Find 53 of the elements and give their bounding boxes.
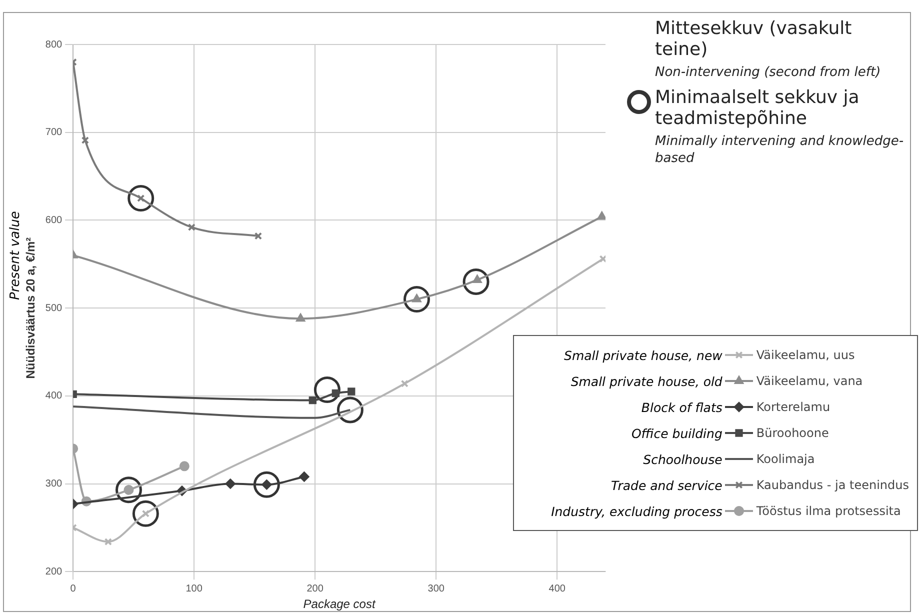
x-tick-label: 400 [548, 583, 566, 594]
y-axis-title: Nüüdisväärtus 20 a, €/m² [24, 237, 38, 379]
text: Trade and service [611, 478, 722, 492]
point [179, 461, 190, 472]
y-tick-label: 700 [45, 127, 63, 138]
text: Schoolhouse [643, 452, 722, 466]
y-tick-label: 800 [45, 39, 63, 50]
y-tick-label: 600 [45, 214, 63, 226]
annotation: Small private house, new [563, 348, 722, 362]
point [104, 538, 112, 546]
legend-label: Koolimaja [756, 452, 815, 466]
point [128, 184, 154, 212]
legend-label: Korterelamu [756, 400, 830, 414]
point [296, 314, 306, 322]
point [132, 500, 159, 527]
point [403, 286, 430, 313]
text: Non-intervening (second from left) [655, 64, 882, 81]
point [348, 388, 356, 396]
legend-label: Väikeelamu, vana [756, 374, 863, 388]
x-tick-label: 300 [428, 583, 445, 594]
y-tick-label: 500 [45, 302, 63, 314]
point [225, 478, 236, 489]
annotation: Small private house, old [570, 374, 722, 388]
legend-label: Kaubandus - ja teenindus [756, 478, 909, 492]
legend-label: Tööstus ilma protsessita [756, 504, 901, 518]
annotation: Industry, excluding process [550, 504, 722, 518]
point [597, 212, 606, 220]
text: Present value [8, 211, 23, 300]
text: Block of flats [641, 400, 722, 414]
y-tick-label: 300 [45, 478, 63, 490]
legend-label: Väikeelamu, uus [756, 348, 855, 362]
text: Mittesekkuv (vasakult teine) [655, 18, 853, 60]
y-tick-label: 400 [45, 390, 63, 402]
text: Minimally intervening and knowledge-based [655, 133, 905, 167]
point [336, 396, 364, 424]
x-tick-label: 0 [70, 583, 76, 594]
x-axis-title: Package cost [303, 597, 376, 612]
y-tick-label: 200 [45, 566, 63, 578]
point [299, 472, 310, 482]
point [308, 396, 316, 404]
point [332, 389, 340, 398]
point [314, 376, 340, 403]
legend-label: Minimaalselt sekkuv ja teadmistepõhine [655, 87, 860, 129]
legend-label: Büroohoone [756, 426, 829, 440]
point [188, 223, 196, 232]
text: Office building [631, 426, 722, 440]
point [400, 380, 408, 388]
point [599, 255, 606, 263]
x-tick-label: 200 [306, 583, 324, 594]
point [81, 136, 90, 144]
x-tick-label: 100 [186, 583, 203, 594]
point [462, 268, 490, 295]
point [253, 471, 280, 498]
